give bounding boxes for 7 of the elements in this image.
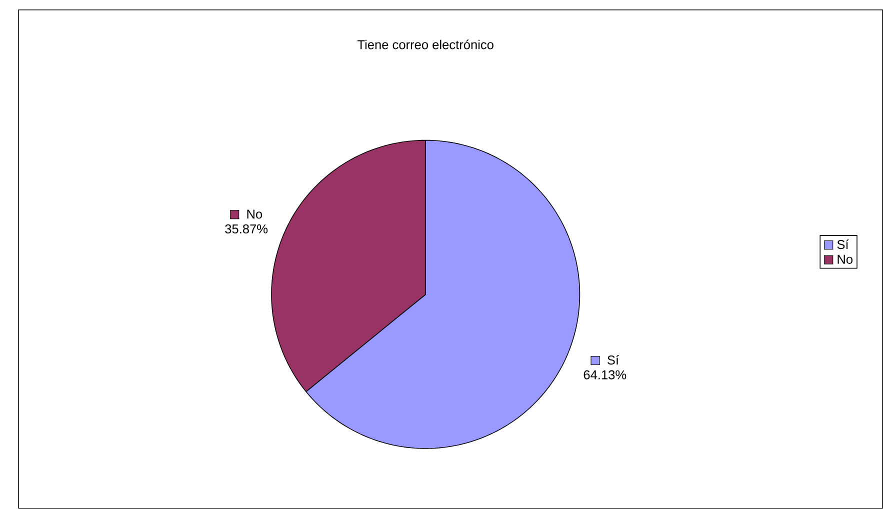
- data-label: 64.13%: [584, 370, 626, 380]
- legend-label: Sí: [608, 355, 619, 365]
- category-label: No: [838, 255, 853, 264]
- chart-title: Tiene correo electrónico: [358, 40, 494, 50]
- data-label: 35.87%: [225, 224, 268, 234]
- category-label: Sí: [837, 240, 849, 250]
- legend-label: No: [247, 210, 262, 219]
